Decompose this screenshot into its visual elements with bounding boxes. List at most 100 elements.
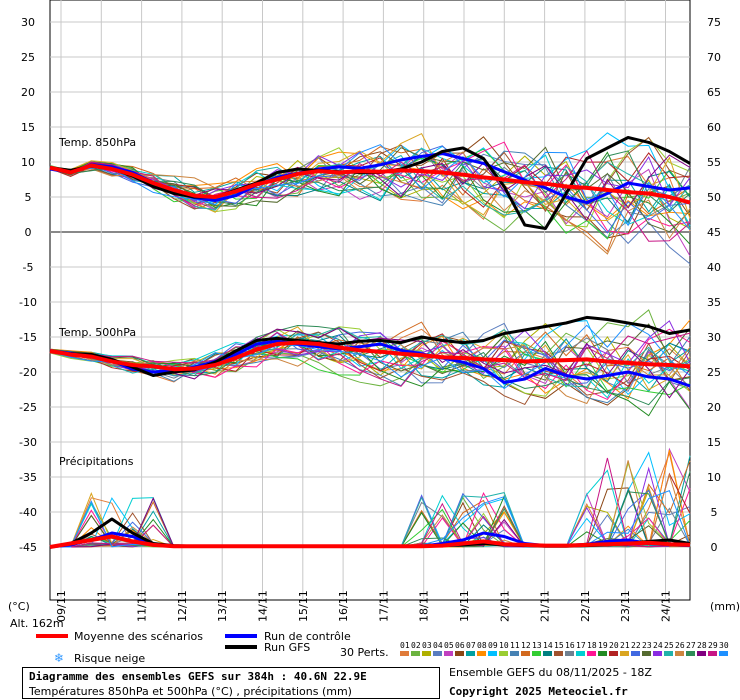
right-tick-label: 50 <box>707 191 721 204</box>
pert-swatch-label: 20 <box>609 641 619 650</box>
section-label: Temp. 500hPa <box>58 326 136 339</box>
x-tick-label: 19/11 <box>458 590 471 622</box>
pert-swatch <box>554 651 563 656</box>
x-tick-label: 16/11 <box>337 590 350 622</box>
right-axis-label: (mm) <box>710 600 740 613</box>
pert-swatch <box>411 651 420 656</box>
x-tick-label: 20/11 <box>498 590 511 622</box>
pert-swatch-label: 05 <box>444 641 454 650</box>
right-tick-label: 30 <box>707 331 721 344</box>
x-tick-label: 10/11 <box>95 590 108 622</box>
main-series <box>49 136 691 549</box>
pert-850-line <box>49 146 691 253</box>
right-tick-label: 55 <box>707 156 721 169</box>
gfs-500-line <box>49 315 691 377</box>
left-tick-label: 15 <box>21 121 35 134</box>
pert-swatch-label: 22 <box>631 641 641 650</box>
pert-swatch <box>598 651 607 656</box>
x-tick-label: 21/11 <box>539 590 552 622</box>
left-tick-label: -15 <box>19 331 37 344</box>
x-tick-label: 24/11 <box>660 590 673 622</box>
left-tick-label: -25 <box>19 401 37 414</box>
pert-swatch <box>477 651 486 656</box>
x-tick-label: 11/11 <box>136 590 149 622</box>
pert-swatch-label: 07 <box>466 641 476 650</box>
pert-swatch <box>708 651 717 656</box>
section-label: Précipitations <box>59 455 134 468</box>
legend-snow-label: Risque neige <box>74 652 146 665</box>
left-tick-label: -10 <box>19 296 37 309</box>
left-tick-label: -30 <box>19 436 37 449</box>
pert-swatch-label: 04 <box>433 641 443 650</box>
chart-subtitle: Températures 850hPa et 500hPa (°C) , pré… <box>29 685 352 698</box>
left-tick-label: 30 <box>21 16 35 29</box>
altitude-label: Alt. 162m <box>10 617 64 630</box>
pert-850-line <box>49 151 691 255</box>
right-tick-label: 65 <box>707 86 721 99</box>
pert-swatch <box>576 651 585 656</box>
pert-swatch-label: 06 <box>455 641 465 650</box>
legend-control-label: Run de contrôle <box>264 630 351 643</box>
pert-swatch <box>543 651 552 656</box>
pert-swatch <box>455 651 464 656</box>
chart-title: Diagramme des ensembles GEFS sur 384h : … <box>29 670 367 683</box>
right-tick-label: 0 <box>711 541 718 554</box>
pert-swatch-label: 30 <box>719 641 729 650</box>
pert-swatch-label: 02 <box>411 641 421 650</box>
pert-swatch-label: 11 <box>510 641 520 650</box>
pert-swatch-label: 03 <box>422 641 432 650</box>
pert-swatch <box>400 651 409 656</box>
x-tick-label: 14/11 <box>257 590 270 622</box>
x-tick-label: 18/11 <box>418 590 431 622</box>
left-tick-label: 20 <box>21 86 35 99</box>
legend-mean-line <box>36 634 68 638</box>
pert-swatch-label: 08 <box>477 641 487 650</box>
x-tick-label: 13/11 <box>216 590 229 622</box>
legend-gfs-label: Run GFS <box>264 641 311 654</box>
x-tick-label: 17/11 <box>377 590 390 622</box>
pert-swatch <box>620 651 629 656</box>
right-tick-label: 20 <box>707 401 721 414</box>
control-500-line <box>49 339 691 388</box>
pert-swatch-label: 09 <box>488 641 498 650</box>
x-tick-label: 23/11 <box>619 590 632 622</box>
snowflake-icon: ❄ <box>54 651 65 665</box>
right-tick-label: 10 <box>707 471 721 484</box>
right-tick-label: 60 <box>707 121 721 134</box>
pert-swatch <box>587 651 596 656</box>
plot-area <box>49 0 691 601</box>
pert-swatch-label: 14 <box>543 641 553 650</box>
right-tick-label: 70 <box>707 51 721 64</box>
pert-swatch-label: 01 <box>400 641 410 650</box>
left-tick-label: 5 <box>25 191 32 204</box>
legend-mean-label: Moyenne des scénarios <box>74 630 203 643</box>
pert-swatch-label: 19 <box>598 641 608 650</box>
pert-swatch <box>664 651 673 656</box>
pert-swatch-label: 29 <box>708 641 718 650</box>
pert-swatch-label: 28 <box>697 641 707 650</box>
pert-swatch <box>499 651 508 656</box>
left-tick-label: 25 <box>21 51 35 64</box>
pert-swatch <box>631 651 640 656</box>
left-tick-label: -40 <box>19 506 37 519</box>
pert-swatch <box>565 651 574 656</box>
pert-swatch-label: 24 <box>653 641 663 650</box>
pert-swatch <box>609 651 618 656</box>
pert-swatch <box>675 651 684 656</box>
chart-grid <box>49 0 691 601</box>
pert-850-line <box>49 151 691 210</box>
pert-850-line <box>49 148 691 240</box>
pert-swatch <box>466 651 475 656</box>
pert-swatch <box>719 651 728 656</box>
copyright-text: Copyright 2025 Meteociel.fr <box>449 685 628 698</box>
pert-swatch <box>697 651 706 656</box>
left-axis-label: (°C) <box>8 600 30 613</box>
right-tick-label: 35 <box>707 296 721 309</box>
pert-swatch <box>521 651 530 656</box>
right-tick-label: 40 <box>707 261 721 274</box>
legend-perts-label: 30 Perts. <box>340 646 389 659</box>
pert-swatch <box>653 651 662 656</box>
pert-swatch <box>444 651 453 656</box>
pert-swatch <box>488 651 497 656</box>
